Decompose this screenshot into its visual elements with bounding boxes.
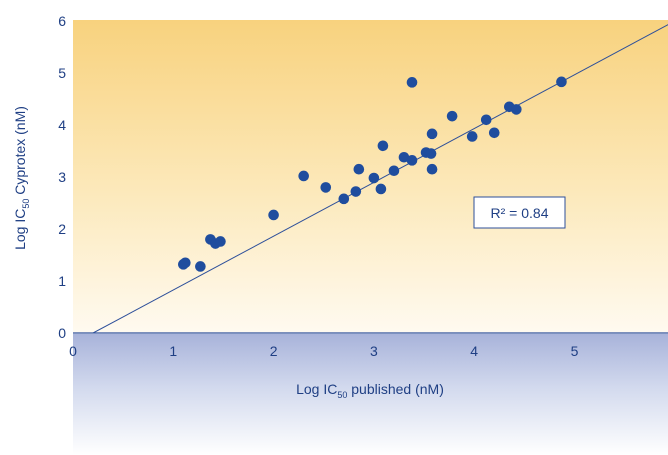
y-tick-label: 6 — [58, 13, 66, 29]
data-point — [388, 165, 400, 177]
x-tick-label: 1 — [169, 343, 177, 359]
data-point — [215, 236, 226, 247]
data-point — [375, 183, 387, 195]
y-axis-title: Log IC50 Cyprotex (nM) — [12, 106, 31, 250]
r-squared-label: R² = 0.84 — [491, 205, 549, 221]
data-point — [406, 77, 418, 88]
data-point — [466, 131, 478, 142]
data-point — [377, 140, 389, 152]
data-point — [426, 128, 438, 140]
data-point — [426, 163, 438, 175]
data-points — [178, 76, 567, 272]
lower-panel-background — [73, 334, 668, 455]
y-tick-label: 3 — [58, 169, 66, 185]
x-tick-label: 5 — [571, 343, 579, 359]
x-axis-ticks: 0 1 2 3 4 5 — [69, 343, 579, 359]
y-tick-label: 2 — [58, 221, 66, 237]
data-point — [368, 172, 380, 184]
data-point — [398, 151, 410, 163]
x-axis-title: Log IC50 published (nM) — [296, 381, 444, 400]
x-tick-label: 3 — [370, 343, 378, 359]
y-tick-label: 5 — [58, 65, 66, 81]
x-tick-label: 2 — [270, 343, 278, 359]
data-point — [350, 186, 362, 197]
r-squared-box — [473, 196, 566, 229]
x-tick-label: 4 — [470, 343, 478, 359]
regression-line — [92, 24, 668, 333]
data-point — [195, 261, 206, 272]
y-tick-label: 4 — [58, 117, 66, 133]
data-point — [511, 104, 522, 115]
data-point — [338, 193, 350, 205]
data-point — [556, 76, 567, 88]
data-point — [320, 182, 332, 193]
y-tick-label: 0 — [58, 325, 66, 341]
y-tick-label: 1 — [58, 273, 66, 289]
data-point — [406, 155, 418, 166]
x-tick-label: 0 — [69, 343, 77, 359]
data-point — [480, 114, 492, 126]
data-point — [180, 257, 191, 269]
data-point — [488, 127, 500, 139]
data-point — [298, 170, 309, 182]
data-point — [353, 163, 365, 175]
y-axis-ticks: 0 1 2 3 4 5 6 — [58, 13, 66, 341]
data-point — [268, 209, 279, 221]
data-point — [425, 148, 437, 159]
data-point — [446, 110, 458, 122]
